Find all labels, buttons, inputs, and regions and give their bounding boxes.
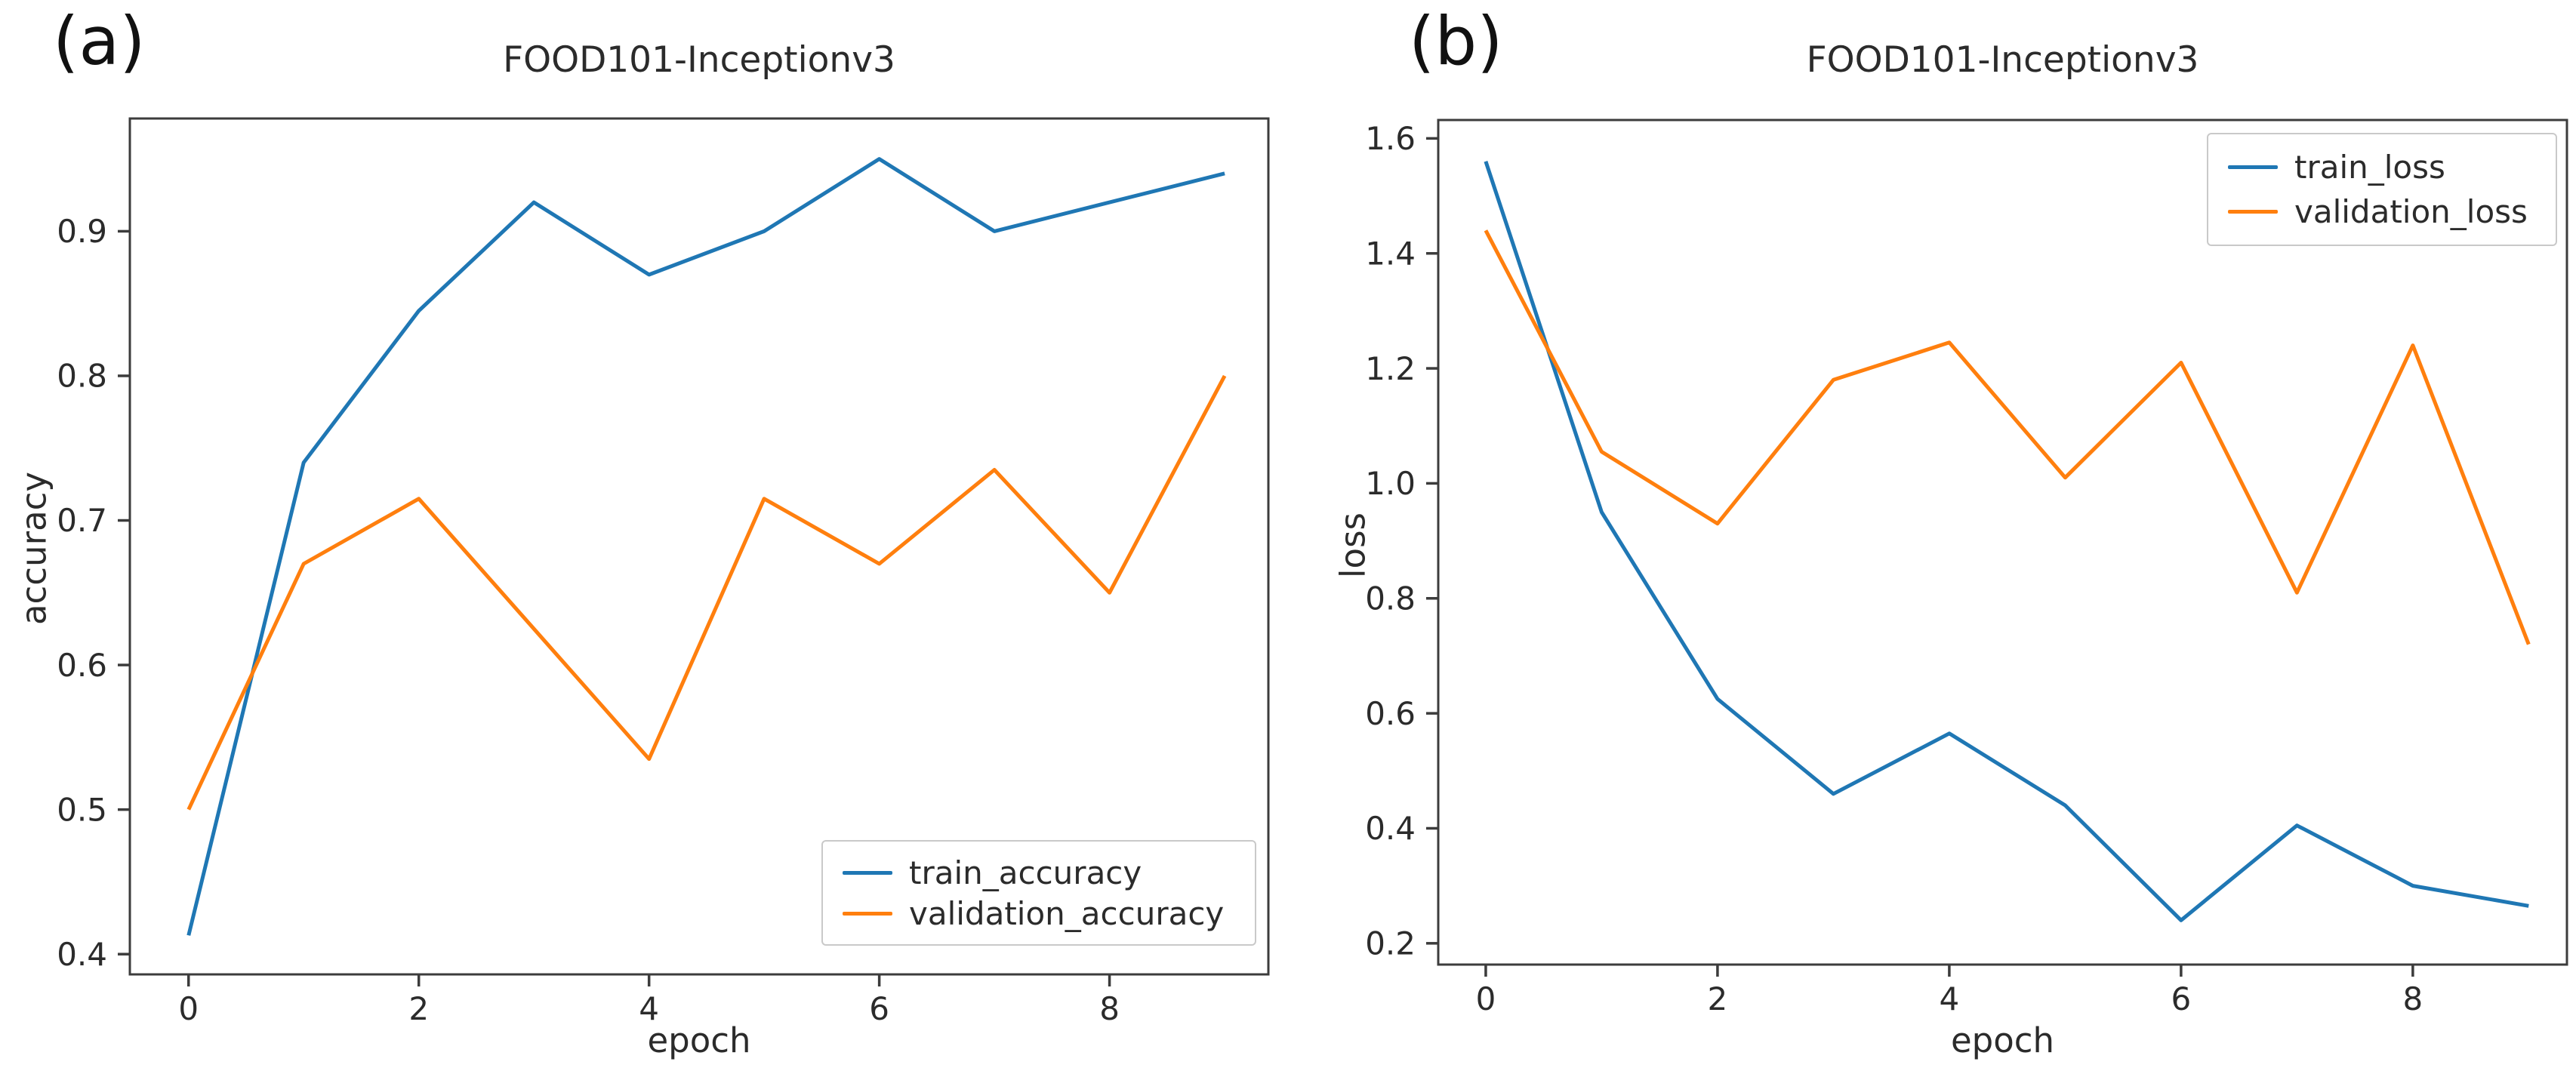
- legend-item-validation-accuracy: validation_accuracy: [843, 893, 1241, 934]
- svg-text:0: 0: [1476, 980, 1496, 1017]
- svg-text:0.7: 0.7: [57, 502, 107, 539]
- svg-text:0.4: 0.4: [1365, 810, 1416, 847]
- accuracy-legend: train_accuracy validation_accuracy: [821, 840, 1256, 946]
- svg-text:0: 0: [178, 990, 199, 1027]
- legend-item-validation-loss: validation_loss: [2228, 189, 2542, 234]
- loss-x-axis-label: epoch: [1950, 1020, 2055, 1060]
- legend-label: validation_accuracy: [909, 894, 1225, 932]
- panel-accuracy: (a) FOOD101-Inceptionv3 accuracy epoch 0…: [14, 2, 1270, 1060]
- loss-legend: train_loss validation_loss: [2207, 133, 2557, 246]
- svg-text:1.6: 1.6: [1365, 120, 1416, 157]
- validation-accuracy-line-swatch: [843, 911, 892, 916]
- train-loss-line-swatch: [2228, 165, 2278, 169]
- accuracy-chart-title: FOOD101-Inceptionv3: [503, 39, 895, 81]
- legend-label: train_accuracy: [909, 854, 1142, 891]
- validation-loss-line-swatch: [2228, 210, 2278, 214]
- svg-text:0.6: 0.6: [57, 647, 107, 684]
- svg-text:0.8: 0.8: [57, 358, 107, 395]
- svg-text:0.5: 0.5: [57, 791, 107, 828]
- svg-text:1.4: 1.4: [1365, 235, 1416, 272]
- svg-text:0.6: 0.6: [1365, 695, 1416, 732]
- svg-text:8: 8: [1099, 990, 1120, 1027]
- svg-text:4: 4: [639, 990, 659, 1027]
- accuracy-chart-plot: 0 2 4 6 8 0.4 0.5 0.6 0.7 0.8 0.9: [57, 117, 1270, 1027]
- panel-a-label: (a): [53, 2, 146, 80]
- svg-text:2: 2: [1708, 980, 1728, 1017]
- legend-label: validation_loss: [2294, 193, 2528, 230]
- svg-text:0.4: 0.4: [57, 936, 107, 973]
- loss-chart-title: FOOD101-Inceptionv3: [1806, 39, 2199, 81]
- svg-text:0.9: 0.9: [57, 213, 107, 250]
- accuracy-x-axis-label: epoch: [647, 1020, 751, 1060]
- panel-b-label: (b): [1409, 2, 1503, 80]
- svg-text:8: 8: [2402, 980, 2423, 1017]
- svg-text:6: 6: [869, 990, 889, 1027]
- svg-text:1.2: 1.2: [1365, 350, 1416, 387]
- svg-text:2: 2: [408, 990, 429, 1027]
- loss-chart-plot: 0 2 4 6 8 0.2 0.4 0.6 0.8 1.0 1.2 1.4 1.6: [1365, 118, 2568, 1017]
- svg-text:4: 4: [1940, 980, 1960, 1017]
- legend-label: train_loss: [2294, 149, 2445, 186]
- svg-text:0.8: 0.8: [1365, 580, 1416, 617]
- legend-item-train-loss: train_loss: [2228, 145, 2542, 189]
- svg-text:0.2: 0.2: [1365, 925, 1416, 962]
- train-accuracy-line-swatch: [843, 870, 892, 875]
- legend-item-train-accuracy: train_accuracy: [843, 852, 1241, 893]
- svg-text:1.0: 1.0: [1365, 465, 1416, 502]
- svg-text:6: 6: [2171, 980, 2192, 1017]
